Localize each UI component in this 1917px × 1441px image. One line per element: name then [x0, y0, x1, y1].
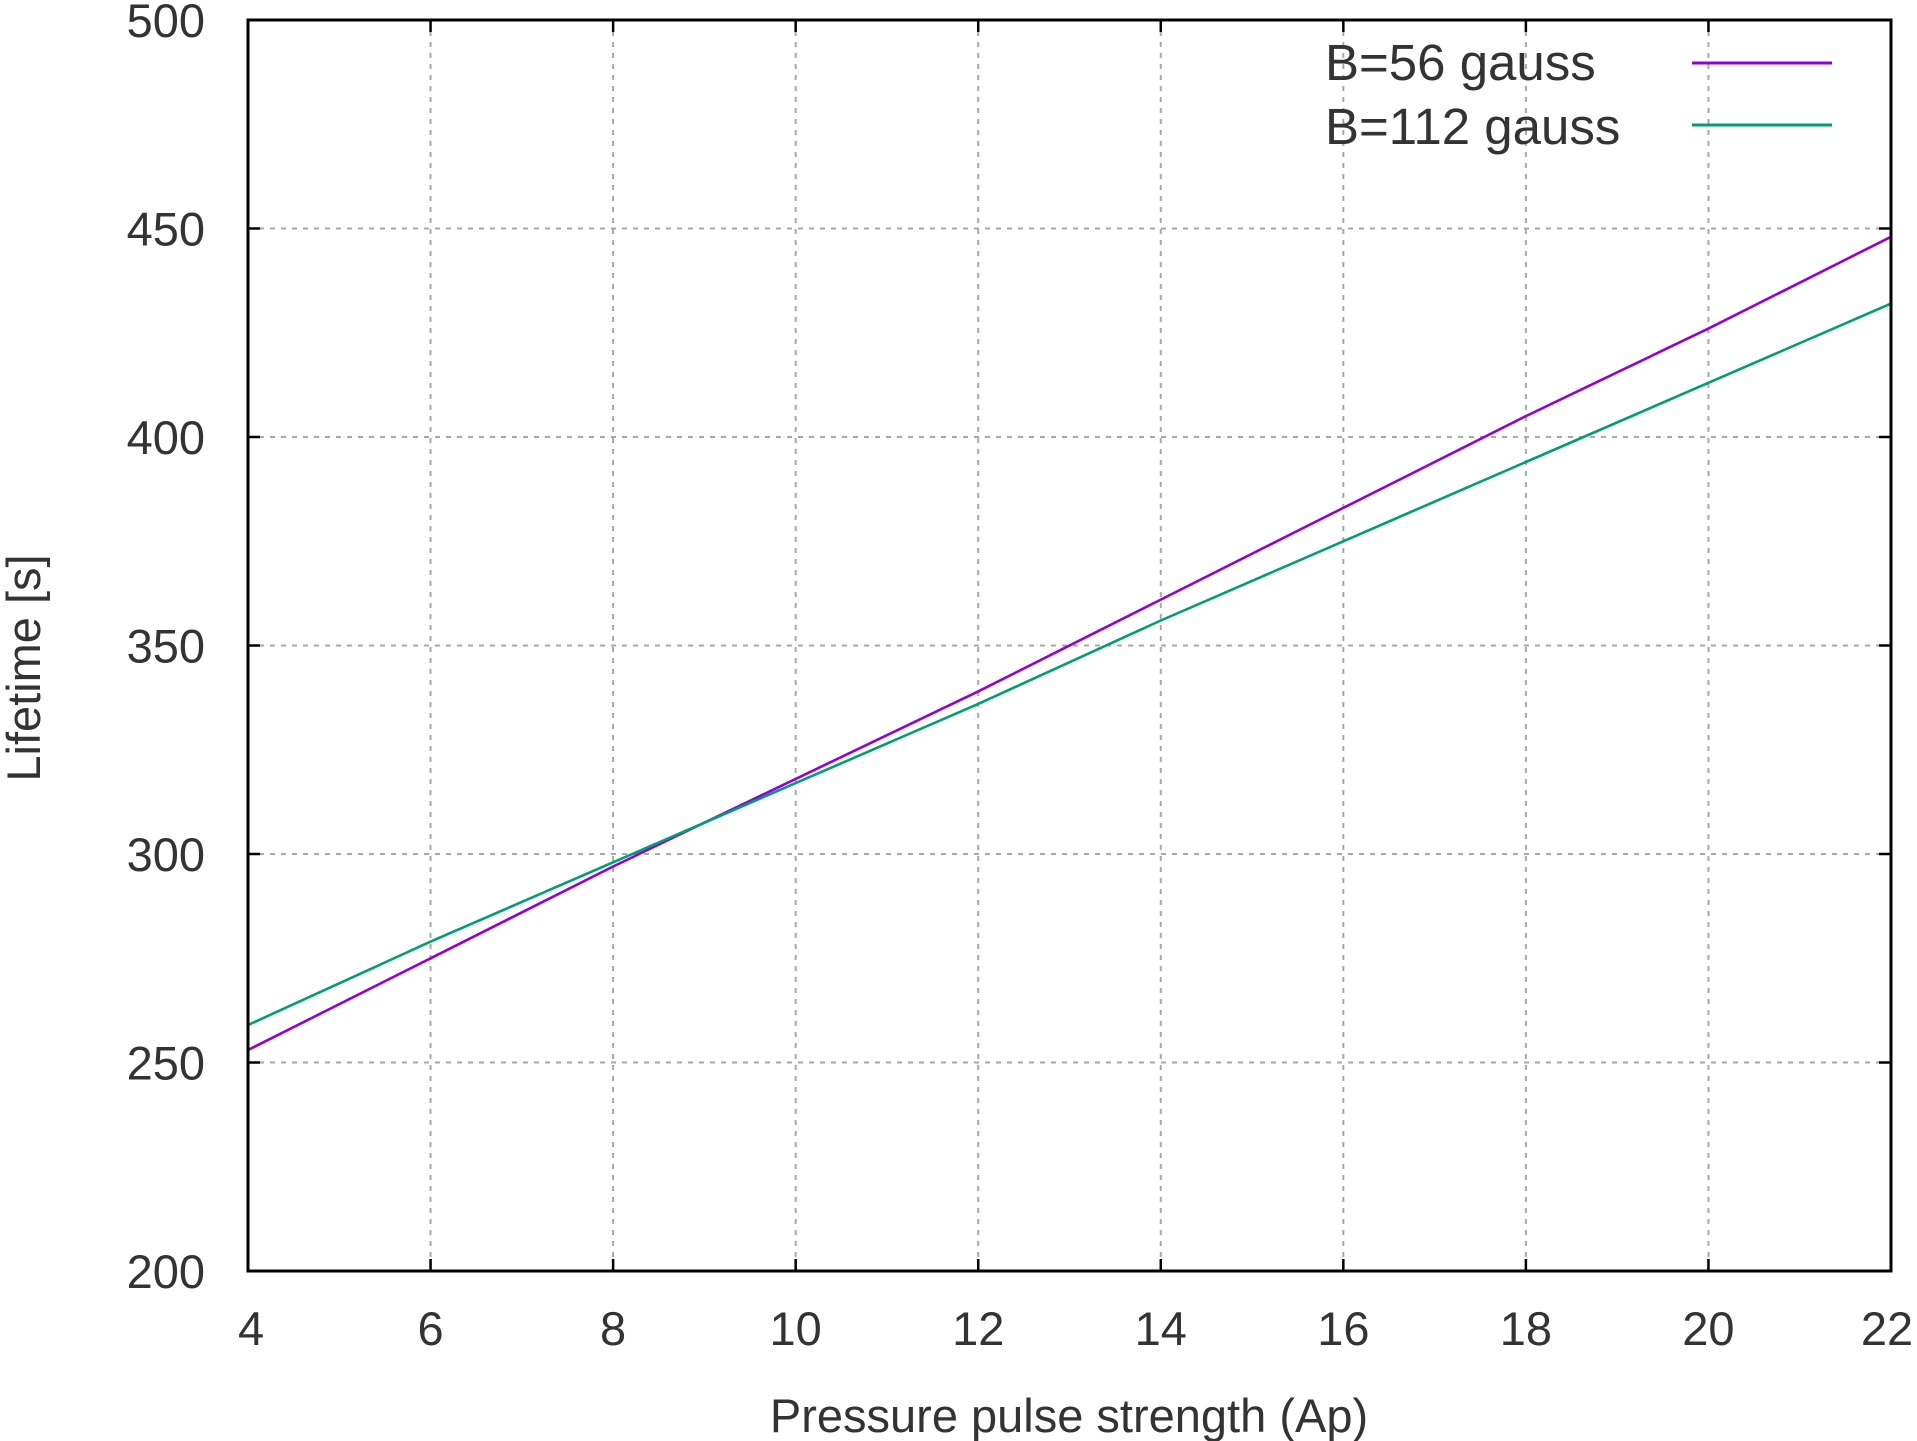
y-tick-label: 300 — [127, 828, 205, 881]
x-tick-label: 8 — [600, 1302, 626, 1355]
x-axis-title: Pressure pulse strength (Ap) — [770, 1389, 1368, 1441]
y-tick-label: 350 — [127, 620, 205, 673]
series-line-b56 — [247, 235, 1892, 1052]
x-tick-label: 18 — [1500, 1302, 1552, 1355]
axis-ticks — [246, 18, 1893, 1273]
legend-label-b112: B=112 gauss — [1325, 98, 1620, 155]
x-axis-tick-labels: 4 6 8 10 12 14 16 18 20 22 — [238, 1302, 1913, 1355]
y-tick-label: 500 — [127, 0, 205, 47]
x-tick-label: 12 — [952, 1302, 1004, 1355]
y-tick-label: 200 — [127, 1245, 205, 1298]
x-tick-label: 6 — [417, 1302, 443, 1355]
x-tick-label: 16 — [1317, 1302, 1369, 1355]
legend: B=56 gauss B=112 gauss — [1325, 34, 1832, 155]
x-tick-label: 22 — [1861, 1302, 1913, 1355]
y-axis-tick-labels: 200 250 300 350 400 450 500 — [127, 0, 205, 1298]
series-lines — [247, 235, 1892, 1052]
y-tick-label: 450 — [127, 203, 205, 256]
legend-label-b56: B=56 gauss — [1325, 34, 1596, 91]
x-tick-label: 10 — [770, 1302, 822, 1355]
x-tick-label: 14 — [1135, 1302, 1187, 1355]
x-tick-label: 4 — [238, 1302, 264, 1355]
y-tick-label: 250 — [127, 1037, 205, 1090]
x-tick-label: 20 — [1682, 1302, 1734, 1355]
y-axis-title: Lifetime [s] — [0, 554, 50, 781]
y-tick-label: 400 — [127, 411, 205, 464]
series-line-b112 — [247, 302, 1892, 1027]
